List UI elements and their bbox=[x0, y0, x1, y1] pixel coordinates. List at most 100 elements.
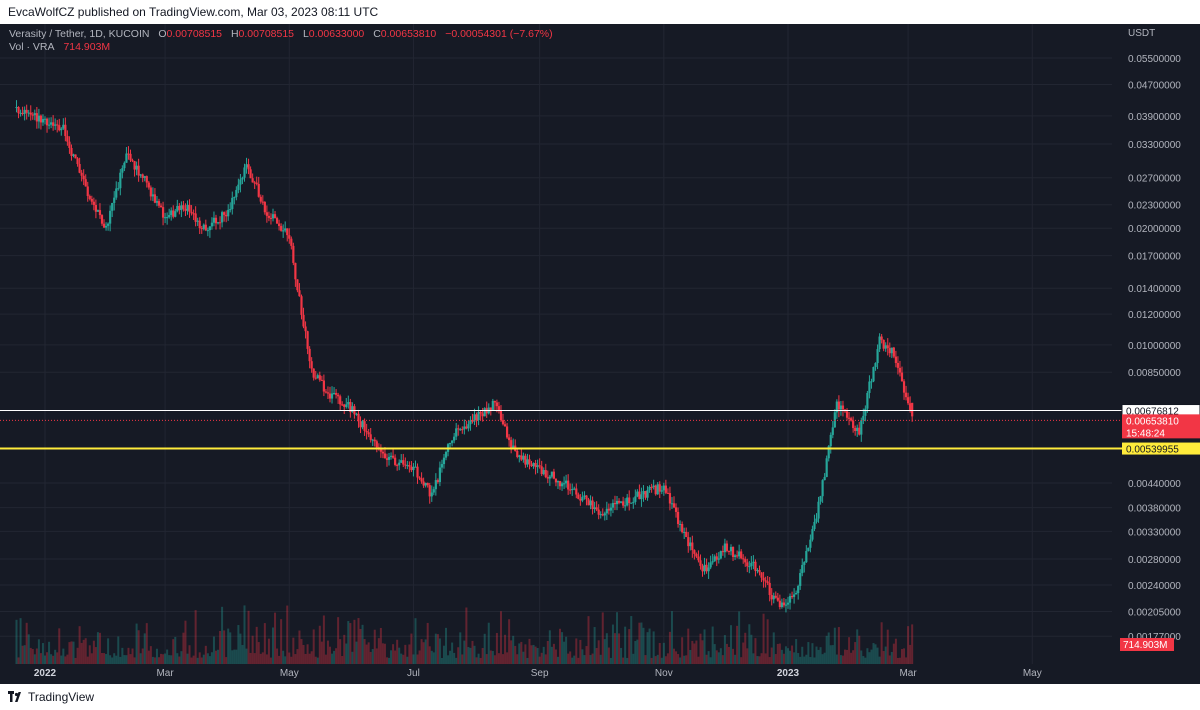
candle-body bbox=[314, 377, 317, 379]
volume-bar bbox=[622, 657, 625, 664]
volume-bar bbox=[115, 655, 118, 664]
candle-body bbox=[387, 456, 391, 460]
volume-bar bbox=[276, 648, 279, 664]
candle-body bbox=[341, 404, 344, 406]
volume-bar bbox=[64, 656, 67, 664]
chart-canvas[interactable]: 0.006768120.0065381015:48:240.00539955US… bbox=[0, 24, 1200, 684]
candle-body bbox=[123, 162, 126, 169]
volume-bar bbox=[770, 647, 773, 664]
candle-body bbox=[898, 367, 902, 373]
candle-body bbox=[599, 514, 602, 516]
candle-body bbox=[591, 500, 594, 509]
volume-bar bbox=[312, 629, 315, 664]
close-value: 0.00653810 bbox=[380, 28, 437, 40]
volume-bar bbox=[160, 653, 163, 664]
volume-bar bbox=[235, 649, 238, 664]
candle-body bbox=[729, 546, 733, 552]
candle-body bbox=[324, 391, 328, 393]
volume-bar bbox=[520, 641, 523, 664]
volume-bar bbox=[738, 611, 741, 664]
volume-bar bbox=[151, 656, 154, 664]
volume-bar bbox=[58, 628, 61, 664]
candle-body bbox=[852, 420, 855, 428]
candle-body bbox=[434, 480, 437, 490]
volume-bar bbox=[809, 657, 812, 664]
candle-body bbox=[624, 505, 627, 507]
volume-bar bbox=[654, 656, 657, 664]
volume-bar bbox=[125, 655, 128, 664]
volume-bar bbox=[719, 648, 722, 664]
volume-bar bbox=[762, 613, 765, 664]
volume-bar bbox=[202, 654, 205, 664]
candle-body bbox=[471, 420, 474, 422]
candle-body bbox=[280, 226, 283, 231]
candle-body bbox=[161, 207, 165, 218]
candle-body bbox=[269, 217, 273, 219]
candle-body bbox=[780, 602, 783, 608]
volume-bar bbox=[259, 653, 262, 664]
candle-body bbox=[707, 567, 710, 572]
volume-bar bbox=[552, 643, 555, 664]
candle-body bbox=[558, 481, 562, 487]
volume-bar bbox=[80, 642, 83, 664]
volume-bar bbox=[41, 643, 44, 664]
candle-body bbox=[218, 222, 222, 224]
candle-body bbox=[725, 543, 729, 551]
candle-body bbox=[797, 585, 800, 594]
candle-body bbox=[155, 201, 159, 203]
price-chart[interactable]: 0.00676812 0.00653810 15:48:24 0.00539955 US… bbox=[0, 24, 1200, 684]
volume-bar bbox=[174, 636, 177, 664]
candle-body bbox=[524, 455, 527, 465]
volume-bar bbox=[365, 644, 368, 664]
volume-bar bbox=[231, 650, 234, 664]
candle-body bbox=[715, 556, 718, 560]
volume-bar bbox=[479, 657, 482, 664]
volume-bar bbox=[363, 639, 366, 664]
x-tick-label: Mar bbox=[899, 668, 917, 679]
volume-bar bbox=[194, 610, 197, 664]
volume-bar bbox=[239, 633, 242, 664]
tradingview-brand[interactable]: TradingView bbox=[8, 690, 94, 704]
y-tick-label: 0.01700000 bbox=[1128, 252, 1181, 263]
candle-body bbox=[318, 375, 321, 380]
volume-bar bbox=[23, 645, 26, 664]
volume-bar bbox=[221, 606, 224, 664]
candle-body bbox=[579, 498, 582, 501]
candle-body bbox=[615, 500, 619, 505]
volume-bar bbox=[245, 648, 248, 664]
candle-body bbox=[683, 531, 686, 533]
volume-bar bbox=[155, 648, 158, 664]
volume-bar bbox=[787, 648, 789, 664]
candle-body bbox=[320, 379, 323, 381]
candle-body bbox=[196, 220, 199, 222]
candle-body bbox=[19, 112, 22, 114]
candle-body bbox=[166, 217, 169, 219]
volume-bar bbox=[394, 650, 397, 664]
volume-bar bbox=[33, 654, 36, 664]
volume-bar bbox=[461, 654, 464, 664]
candle-body bbox=[589, 500, 592, 506]
volume-bar bbox=[561, 632, 564, 664]
y-tick-label: 0.05500000 bbox=[1128, 54, 1181, 65]
volume-bar bbox=[563, 641, 566, 664]
candle-body bbox=[310, 361, 313, 369]
candle-body bbox=[577, 494, 580, 499]
candle-body bbox=[493, 400, 496, 403]
volume-bar bbox=[846, 649, 849, 664]
volume-bar bbox=[178, 656, 181, 664]
candle-body bbox=[862, 415, 865, 421]
volume-bar bbox=[105, 653, 108, 664]
volume-bar bbox=[624, 626, 627, 664]
candle-body bbox=[803, 562, 806, 565]
candle-body bbox=[92, 201, 95, 205]
candle-body bbox=[339, 396, 342, 405]
candle-body bbox=[782, 602, 786, 606]
candle-body bbox=[373, 439, 376, 442]
volume-bar bbox=[357, 618, 360, 664]
candle-body bbox=[21, 112, 24, 114]
volume-bar bbox=[565, 636, 568, 664]
candle-body bbox=[334, 393, 338, 395]
volume-bar bbox=[212, 636, 215, 664]
volume-bar bbox=[575, 638, 578, 664]
volume-bar bbox=[573, 655, 576, 664]
